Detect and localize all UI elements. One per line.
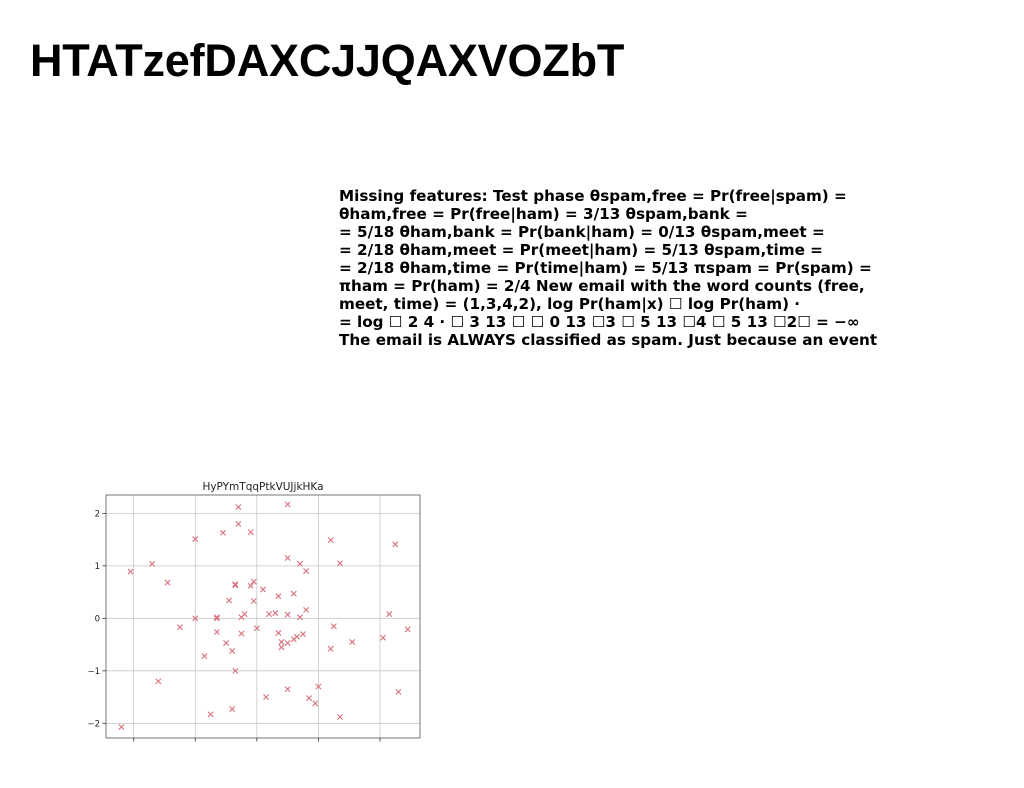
data-point: [192, 536, 199, 543]
data-point: [149, 560, 156, 567]
body-text-line: θham,free = Pr(free|ham) = 3/13 θspam,ba…: [339, 205, 748, 223]
body-text-line: = 2/18 θham,time = Pr(time|ham) = 5/13 π…: [339, 259, 872, 277]
data-point: [213, 614, 220, 621]
data-point: [327, 645, 334, 652]
data-point: [176, 624, 183, 631]
data-point: [327, 537, 334, 544]
data-point: [300, 631, 307, 638]
data-point: [290, 590, 297, 597]
body-text-line: The email is ALWAYS classified as spam. …: [339, 331, 878, 349]
data-point: [263, 694, 270, 701]
data-point: [392, 541, 399, 548]
body-text-line: Missing features: Test phase θspam,free …: [339, 187, 847, 205]
data-point: [284, 611, 291, 618]
data-point: [395, 688, 402, 695]
data-point: [330, 623, 337, 630]
data-point: [250, 578, 257, 585]
data-point: [404, 626, 411, 633]
page-title: HTATzefDAXCJJQAXVOZbT: [30, 35, 625, 86]
data-point: [380, 634, 387, 641]
data-point: [232, 581, 239, 588]
data-point: [336, 714, 343, 720]
data-point: [247, 529, 254, 536]
data-point: [296, 560, 303, 567]
chart-title: HyPYmTqqPtkVUJjkHKa: [202, 481, 323, 493]
data-point: [127, 568, 134, 575]
data-point: [250, 598, 257, 605]
y-tick-label: −2: [87, 719, 100, 729]
data-point: [213, 615, 220, 622]
data-point: [266, 611, 273, 618]
data-point: [272, 610, 279, 617]
body-text-line: πham = Pr(ham) = 2/4 New email with the …: [339, 277, 865, 295]
data-point: [201, 653, 208, 660]
data-point: [284, 554, 291, 561]
body-text: Missing features: Test phase θspam,free …: [339, 187, 959, 349]
data-point: [284, 640, 291, 646]
data-point: [155, 678, 162, 685]
y-tick-label: −1: [87, 667, 100, 677]
body-text-line: = 5/18 θham,bank = Pr(bank|ham) = 0/13 θ…: [339, 223, 825, 241]
data-point: [238, 630, 245, 637]
data-point: [207, 711, 214, 718]
data-point: [278, 644, 285, 651]
y-tick-label: 2: [95, 509, 100, 519]
data-point: [118, 723, 125, 730]
data-point: [303, 568, 310, 575]
data-point: [336, 560, 343, 567]
data-point: [241, 611, 248, 618]
data-point: [232, 582, 239, 589]
data-point: [226, 597, 233, 604]
data-point: [303, 606, 310, 613]
data-point: [275, 593, 282, 600]
data-point: [229, 706, 236, 713]
body-text-line: = log ☐ 2 4 · ☐ 3 13 ☐ ☐ 0 13 ☐3 ☐ 5 13 …: [339, 313, 860, 331]
data-points: [118, 501, 411, 730]
data-point: [260, 586, 266, 593]
data-point: [247, 582, 254, 589]
grid-lines: [106, 495, 420, 738]
data-point: [293, 633, 300, 640]
data-point: [312, 700, 319, 707]
data-point: [284, 686, 291, 693]
data-point: [296, 614, 303, 621]
data-point: [275, 630, 282, 637]
y-tick-label: 0: [95, 614, 100, 624]
data-point: [253, 625, 260, 632]
data-point: [232, 667, 239, 674]
data-point: [349, 638, 356, 645]
data-point: [278, 638, 285, 645]
data-point: [223, 640, 230, 646]
data-point: [284, 501, 291, 508]
data-point: [219, 529, 226, 536]
data-point: [315, 683, 322, 690]
y-tick-label: 1: [95, 562, 100, 572]
data-point: [235, 504, 242, 511]
data-point: [192, 615, 199, 622]
data-point: [213, 628, 220, 635]
data-point: [235, 520, 242, 527]
data-point: [229, 647, 236, 654]
data-point: [386, 611, 393, 618]
data-point: [164, 579, 171, 586]
body-text-line: = 2/18 θham,meet = Pr(meet|ham) = 5/13 θ…: [339, 241, 823, 259]
body-text-line: meet, time) = (1,3,4,2), log Pr(ham|x) ☐…: [339, 295, 801, 313]
data-point: [306, 695, 313, 702]
plot-frame: [105, 494, 421, 739]
